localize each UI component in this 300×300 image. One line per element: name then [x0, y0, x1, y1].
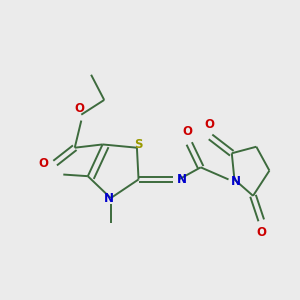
Text: O: O [39, 157, 49, 169]
Text: O: O [204, 118, 214, 131]
Text: O: O [256, 226, 266, 239]
Text: O: O [183, 124, 193, 138]
Text: N: N [177, 173, 187, 186]
Text: O: O [75, 102, 85, 115]
Text: N: N [104, 192, 114, 205]
Text: S: S [134, 138, 143, 151]
Text: N: N [231, 175, 241, 188]
